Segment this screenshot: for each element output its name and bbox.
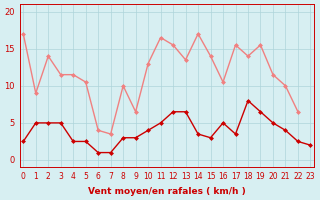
X-axis label: Vent moyen/en rafales ( km/h ): Vent moyen/en rafales ( km/h ) <box>88 187 246 196</box>
